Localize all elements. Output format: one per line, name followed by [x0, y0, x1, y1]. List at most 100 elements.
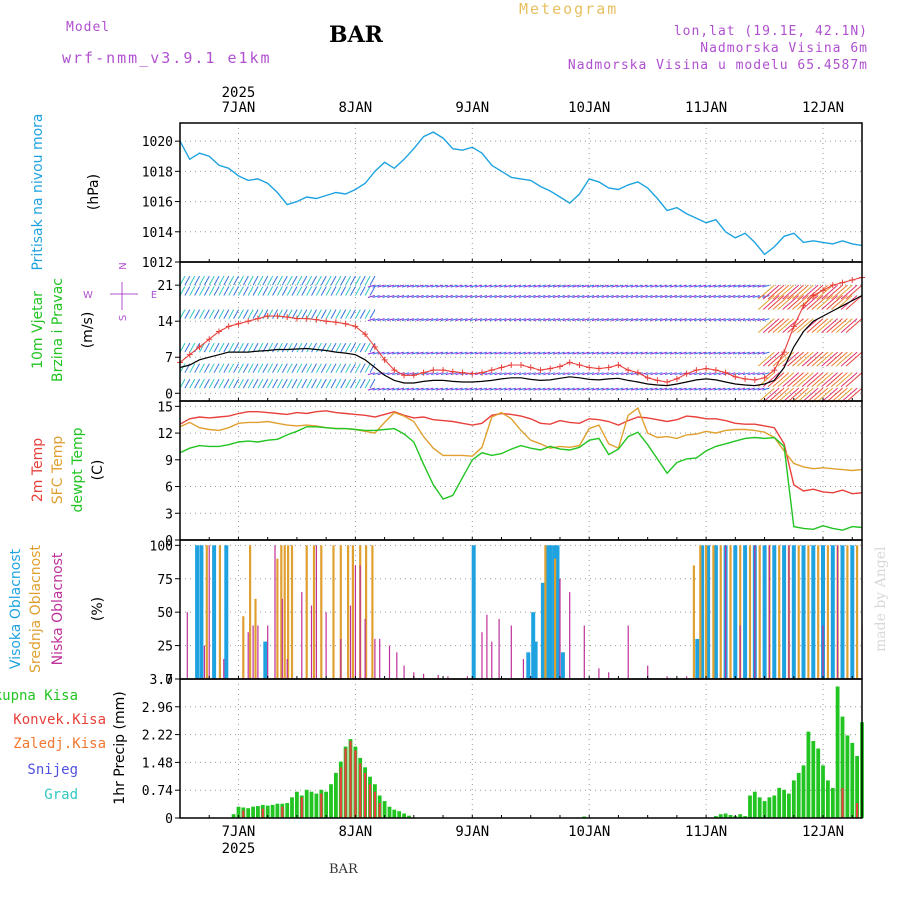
wind-barb — [518, 387, 527, 391]
wind-barb — [528, 372, 536, 376]
wind-barb — [777, 351, 795, 367]
wind-barb — [767, 372, 785, 388]
cloud-low-bar — [486, 614, 488, 679]
wind-barb — [703, 372, 712, 376]
wind-barb — [460, 318, 468, 322]
wind-barb — [315, 309, 322, 319]
wind-barb — [281, 286, 288, 296]
year-label-bottom: 2025 — [222, 841, 256, 857]
cloud-mid-bar — [817, 545, 820, 679]
wind-barb — [416, 351, 424, 355]
wind-barb — [426, 284, 434, 288]
wind-barb — [276, 363, 283, 373]
wind-barb — [669, 351, 678, 355]
wind-barb — [296, 309, 303, 319]
wind-barb — [513, 294, 522, 298]
wind-barb — [354, 363, 361, 373]
wind-barb — [401, 294, 410, 298]
wind-barb — [616, 284, 624, 288]
cloud-mid-bar — [339, 545, 342, 679]
wind-barb — [835, 387, 853, 403]
y-tick-label: 0.74 — [142, 784, 173, 799]
wind-barb — [382, 294, 390, 298]
wind-barb — [792, 372, 809, 388]
precip-convective-bar — [261, 808, 264, 818]
cloud-high-bar — [700, 545, 705, 679]
wind-barb — [708, 372, 716, 376]
x-tick-label-bottom: 9JAN — [455, 824, 489, 840]
wind-barb — [311, 275, 317, 286]
labels-layer: 1012101410161018102007142103691215025507… — [0, 85, 844, 857]
pressure-axis-label: Pritisak na nivou mora — [30, 113, 46, 270]
wind-barb — [369, 378, 376, 389]
wind-barb — [296, 286, 303, 296]
wind-gust-marker — [469, 370, 476, 377]
wind-gust-marker — [391, 367, 398, 374]
wind-barb — [364, 275, 371, 286]
precip-total-bar — [387, 806, 392, 818]
wind-barb — [194, 363, 201, 373]
wind-barb — [747, 284, 755, 288]
wind-axis-label: 10m Vjetar — [30, 291, 46, 369]
wind-barb — [533, 294, 541, 298]
dewpoint-line — [179, 426, 863, 531]
wind-barb — [455, 284, 463, 288]
wind-barb — [330, 286, 337, 296]
wind-barb — [233, 309, 240, 319]
wind-barb — [335, 342, 342, 353]
wind-barb — [543, 372, 551, 376]
wind-barb — [392, 351, 400, 355]
wind-barb — [508, 284, 517, 288]
cloud-high-bar — [830, 545, 835, 679]
cloud-mid-bar — [332, 545, 335, 679]
wind-barb — [382, 284, 390, 288]
wind-barb — [208, 286, 215, 296]
wind-gust-marker — [771, 367, 778, 374]
wind-barb — [816, 318, 834, 334]
wind-barb — [689, 294, 697, 298]
wind-barb — [306, 286, 313, 296]
precip-total-bar — [285, 803, 290, 818]
wind-barb — [831, 387, 848, 403]
wind-barb — [723, 387, 731, 391]
wind-gust-marker — [615, 361, 622, 368]
wind-barb — [552, 284, 561, 288]
wind-barb — [315, 342, 322, 353]
wind-barb — [252, 378, 259, 389]
wind-barb — [286, 275, 293, 286]
wind-barb — [431, 294, 439, 298]
wind-barb — [426, 372, 434, 376]
wind-barb — [340, 275, 347, 286]
wind-barb — [845, 372, 863, 388]
wind-barb — [826, 295, 843, 310]
precip-convective-bar — [349, 741, 352, 818]
wind-barb — [465, 294, 473, 298]
wind-barb — [262, 363, 269, 373]
wind-barb — [252, 363, 259, 373]
cloud-mid-bar — [365, 545, 368, 679]
wind-barb — [306, 378, 313, 389]
wind-barb — [733, 387, 741, 391]
wind-barb — [426, 294, 434, 298]
wind-barb — [387, 294, 395, 298]
wind-barb — [276, 378, 283, 389]
wind-barb — [189, 378, 196, 389]
cloud-low-bar — [349, 605, 352, 679]
wind-barb — [821, 284, 838, 300]
wind-barb — [372, 372, 380, 376]
wind-barb — [845, 318, 863, 334]
wind-barb — [611, 284, 619, 288]
wind-barb — [247, 378, 254, 389]
wind-gust-marker — [742, 375, 749, 382]
cloud-mid-bar — [371, 545, 374, 679]
wind-barb — [582, 372, 590, 376]
wind-gust-marker — [693, 367, 700, 374]
wind-gust-marker — [459, 369, 466, 376]
wind-barb — [669, 294, 678, 298]
wind-barb — [431, 372, 439, 376]
wind-gust-marker — [781, 349, 788, 356]
wind-barb — [762, 284, 770, 288]
wind-barb — [562, 372, 570, 376]
wind-barb — [377, 351, 385, 355]
wind-barb — [440, 387, 449, 391]
